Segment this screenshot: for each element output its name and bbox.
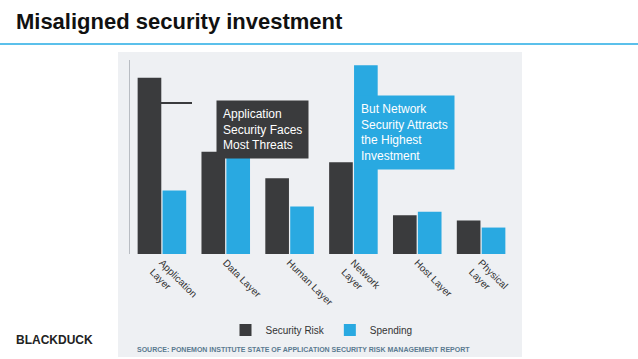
svg-text:Data Layer: Data Layer — [221, 257, 264, 300]
svg-text:ApplicationLayer: ApplicationLayer — [148, 257, 200, 309]
svg-text:PhysicalLayer: PhysicalLayer — [467, 257, 510, 300]
svg-text:ApplicationSecurity FacesMost: ApplicationSecurity FacesMost Threats — [223, 107, 302, 152]
svg-text:BLACKDUCK: BLACKDUCK — [16, 333, 93, 347]
svg-text:But NetworkSecurity Attractsth: But NetworkSecurity Attractsthe HighestI… — [361, 102, 448, 163]
svg-text:SOURCE: PONEMON INSTITUTE STAT: SOURCE: PONEMON INSTITUTE STATE OF APPLI… — [137, 346, 470, 353]
svg-text:Spending: Spending — [370, 325, 412, 336]
svg-text:Security Risk: Security Risk — [266, 325, 325, 336]
svg-text:Host Layer: Host Layer — [412, 257, 454, 299]
svg-text:Human Layer: Human Layer — [285, 257, 336, 308]
svg-text:Misaligned security investment: Misaligned security investment — [16, 9, 343, 34]
svg-text:NetworkLayer: NetworkLayer — [339, 257, 383, 301]
